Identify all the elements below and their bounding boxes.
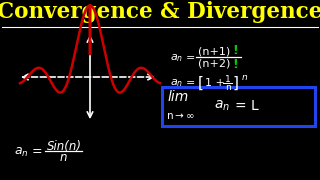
- Text: Convergence & Divergence: Convergence & Divergence: [0, 1, 320, 23]
- Text: (n+1): (n+1): [198, 46, 230, 56]
- Text: = L: = L: [235, 99, 259, 113]
- Text: 1: 1: [225, 75, 231, 84]
- Text: =: =: [186, 78, 196, 88]
- Text: Sin(n): Sin(n): [47, 140, 82, 153]
- Text: ]: ]: [233, 75, 239, 91]
- Text: 1 +: 1 +: [205, 78, 225, 88]
- Text: !: !: [232, 44, 238, 57]
- Text: $a_n$: $a_n$: [14, 145, 28, 159]
- Text: n: n: [60, 151, 68, 164]
- Text: lim: lim: [168, 90, 189, 104]
- Text: n$\rightarrow\infty$: n$\rightarrow\infty$: [166, 111, 195, 121]
- Text: !: !: [232, 57, 238, 71]
- Text: n: n: [225, 82, 231, 91]
- Text: $a_n$: $a_n$: [170, 52, 183, 64]
- Text: $a_n$: $a_n$: [170, 77, 183, 89]
- FancyBboxPatch shape: [162, 87, 315, 125]
- Text: (n+2): (n+2): [198, 59, 230, 69]
- Text: =: =: [186, 53, 196, 63]
- Text: n: n: [242, 73, 248, 82]
- Text: [: [: [198, 75, 204, 91]
- Text: =: =: [32, 145, 43, 159]
- Text: $a_n$: $a_n$: [214, 99, 230, 113]
